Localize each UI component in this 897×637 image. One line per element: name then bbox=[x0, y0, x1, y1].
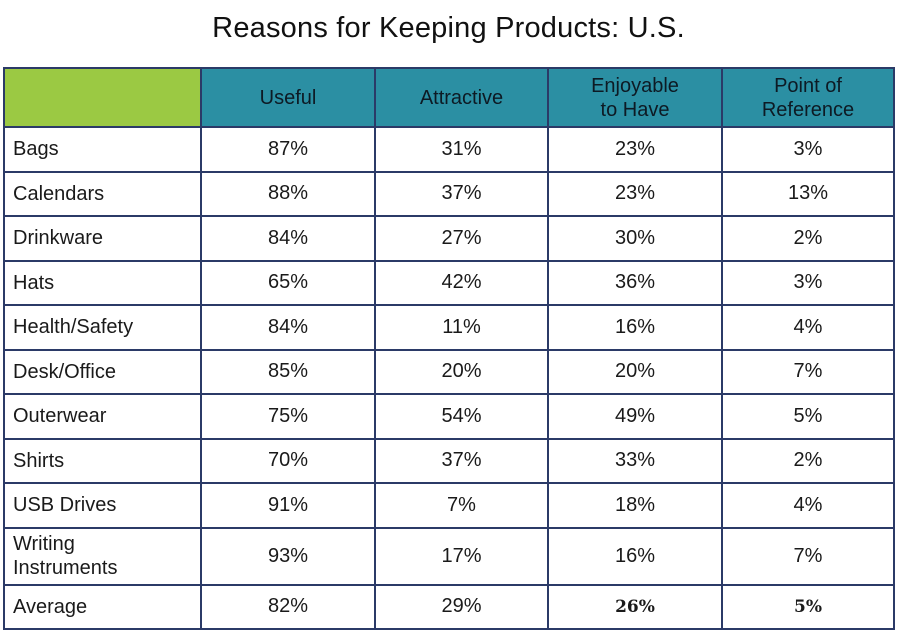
value-cell-useful: 91% bbox=[200, 482, 376, 529]
header-corner-cell bbox=[3, 67, 202, 128]
column-header-useful: Useful bbox=[200, 67, 376, 128]
row-label: Outerwear bbox=[13, 405, 107, 428]
row-label-cell: USB Drives bbox=[3, 482, 202, 529]
value-cell-attractive: 11% bbox=[374, 304, 549, 351]
column-header-line: Attractive bbox=[419, 86, 504, 109]
table-row: Average 82% 29% 26% 5% bbox=[3, 583, 895, 630]
row-label-cell: Hats bbox=[3, 259, 202, 306]
value-cell-reference: 3% bbox=[721, 259, 895, 306]
value-cell-attractive: 7% bbox=[374, 482, 549, 529]
row-label: Desk/Office bbox=[13, 360, 116, 383]
column-header-reference: Point of Reference bbox=[721, 67, 895, 128]
row-label-cell: Health/Safety bbox=[3, 304, 202, 351]
value-cell-enjoyable: 36% bbox=[547, 259, 723, 306]
table-row: Calendars 88% 37% 23% 13% bbox=[3, 170, 895, 217]
value-cell-enjoyable: 30% bbox=[547, 215, 723, 262]
table-row: Shirts 70% 37% 33% 2% bbox=[3, 437, 895, 484]
row-label: Shirts bbox=[13, 449, 65, 472]
row-label: Writing bbox=[13, 533, 75, 555]
value-cell-reference: 3% bbox=[721, 126, 895, 173]
value-cell-useful: 88% bbox=[200, 170, 376, 217]
row-label: Calendars bbox=[13, 182, 105, 205]
header-row: Useful Attractive Enjoyable to Have Poin… bbox=[3, 67, 895, 128]
row-label-cell: Shirts bbox=[3, 437, 202, 484]
table-row: Drinkware 84% 27% 30% 2% bbox=[3, 215, 895, 262]
table-row: Outerwear 75% 54% 49% 5% bbox=[3, 393, 895, 440]
table-row: Writing Instruments 93% 17% 16% 7% bbox=[3, 526, 895, 586]
value-cell-useful: 87% bbox=[200, 126, 376, 173]
value-cell-useful: 85% bbox=[200, 348, 376, 395]
value-cell-attractive: 37% bbox=[374, 170, 549, 217]
value-cell-reference: 5% bbox=[721, 393, 895, 440]
column-header-line: Point of bbox=[774, 74, 842, 97]
value-cell-enjoyable: 33% bbox=[547, 437, 723, 484]
row-label-cell: Desk/Office bbox=[3, 348, 202, 395]
table-row: Bags 87% 31% 23% 3% bbox=[3, 126, 895, 173]
value-cell-enjoyable: 23% bbox=[547, 126, 723, 173]
value-cell-enjoyable: 23% bbox=[547, 170, 723, 217]
table-row: Hats 65% 42% 36% 3% bbox=[3, 259, 895, 306]
column-header-line: to Have bbox=[600, 98, 670, 121]
row-label: Hats bbox=[13, 271, 55, 294]
row-label-cell: Bags bbox=[3, 126, 202, 173]
value-cell-enjoyable: 26% bbox=[547, 583, 723, 630]
value-cell-enjoyable: 20% bbox=[547, 348, 723, 395]
value-cell-attractive: 37% bbox=[374, 437, 549, 484]
value-cell-useful: 75% bbox=[200, 393, 376, 440]
value-cell-reference: 2% bbox=[721, 437, 895, 484]
value-cell-reference: 7% bbox=[721, 348, 895, 395]
value-cell-attractive: 42% bbox=[374, 259, 549, 306]
row-label: Instruments bbox=[13, 557, 118, 579]
chart-title: Reasons for Keeping Products: U.S. bbox=[212, 12, 685, 44]
value-cell-attractive: 17% bbox=[374, 526, 549, 586]
row-label-cell: Outerwear bbox=[3, 393, 202, 440]
row-label-cell: Calendars bbox=[3, 170, 202, 217]
value-cell-enjoyable: 18% bbox=[547, 482, 723, 529]
value-cell-useful: 84% bbox=[200, 304, 376, 351]
value-cell-reference: 4% bbox=[721, 304, 895, 351]
table-row: USB Drives 91% 7% 18% 4% bbox=[3, 482, 895, 529]
row-label-cell: Writing Instruments bbox=[3, 526, 202, 586]
row-label: Health/Safety bbox=[13, 316, 134, 339]
value-cell-reference: 13% bbox=[721, 170, 895, 217]
column-header-attractive: Attractive bbox=[374, 67, 549, 128]
value-cell-reference: 4% bbox=[721, 482, 895, 529]
value-cell-useful: 84% bbox=[200, 215, 376, 262]
value-cell-reference: 7% bbox=[721, 526, 895, 586]
value-cell-enjoyable: 16% bbox=[547, 304, 723, 351]
row-label: Drinkware bbox=[13, 227, 104, 250]
column-header-enjoyable: Enjoyable to Have bbox=[547, 67, 723, 128]
value-cell-attractive: 31% bbox=[374, 126, 549, 173]
column-header-line: Useful bbox=[259, 86, 317, 109]
table-row: Desk/Office 85% 20% 20% 7% bbox=[3, 348, 895, 395]
row-label-cell: Drinkware bbox=[3, 215, 202, 262]
value-cell-useful: 93% bbox=[200, 526, 376, 586]
value-cell-useful: 70% bbox=[200, 437, 376, 484]
value-cell-attractive: 27% bbox=[374, 215, 549, 262]
value-cell-enjoyable: 49% bbox=[547, 393, 723, 440]
column-header-line: Enjoyable bbox=[591, 74, 679, 97]
value-cell-useful: 82% bbox=[200, 583, 376, 630]
value-cell-reference: 2% bbox=[721, 215, 895, 262]
value-cell-attractive: 20% bbox=[374, 348, 549, 395]
value-cell-reference: 5% bbox=[721, 583, 895, 630]
row-label-cell: Average bbox=[3, 583, 202, 630]
value-cell-useful: 65% bbox=[200, 259, 376, 306]
column-header-line: Reference bbox=[761, 98, 855, 121]
data-table: Useful Attractive Enjoyable to Have Poin… bbox=[3, 67, 895, 630]
row-label: Bags bbox=[13, 138, 59, 161]
row-label: Average bbox=[13, 595, 88, 618]
value-cell-enjoyable: 16% bbox=[547, 526, 723, 586]
value-cell-attractive: 29% bbox=[374, 583, 549, 630]
value-cell-attractive: 54% bbox=[374, 393, 549, 440]
row-label: USB Drives bbox=[13, 494, 117, 517]
table-row: Health/Safety 84% 11% 16% 4% bbox=[3, 304, 895, 351]
